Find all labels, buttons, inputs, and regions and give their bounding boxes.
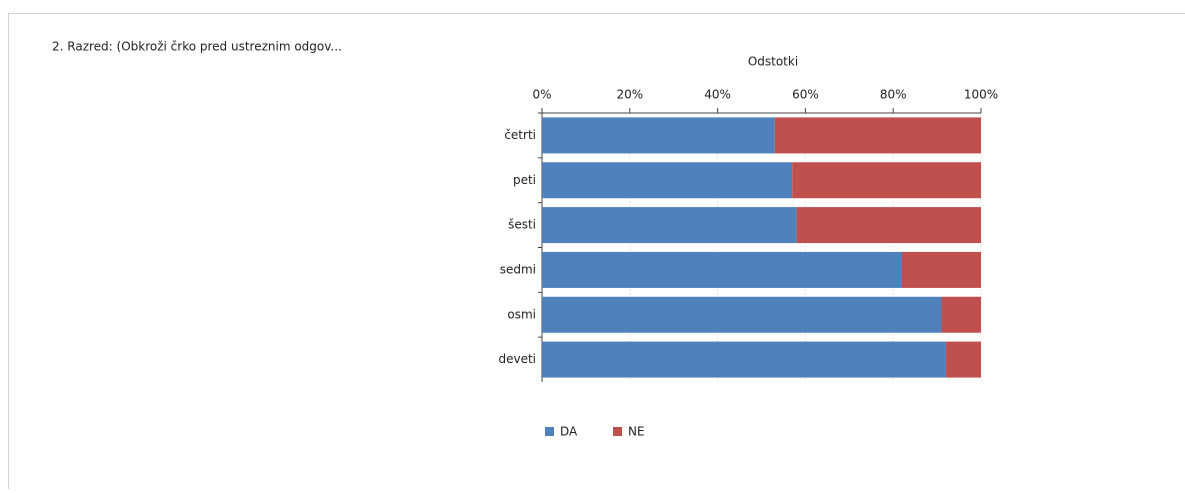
legend-label: NE (628, 425, 645, 439)
y-tick-label: peti (513, 173, 536, 187)
y-tick-label: četrti (504, 128, 536, 142)
y-tick-label: osmi (507, 307, 536, 321)
bar-segment (946, 342, 981, 378)
x-tick-label: 40% (704, 88, 731, 102)
bar-segment (542, 342, 946, 378)
y-tick-label: sedmi (500, 262, 536, 276)
bar-segment (941, 297, 981, 333)
x-tick-label: 80% (880, 88, 907, 102)
bar-segment (792, 162, 981, 198)
bar-segment (797, 207, 981, 243)
x-tick-label: 0% (532, 88, 551, 102)
bar-segment (775, 117, 981, 153)
bar-segment (542, 297, 941, 333)
x-tick-label: 60% (792, 88, 819, 102)
x-tick-label: 20% (616, 88, 643, 102)
legend-swatch (545, 427, 554, 436)
bar-segment (542, 117, 775, 153)
bar-segment (542, 162, 792, 198)
panel-border (9, 14, 1185, 490)
bar-segment (542, 207, 797, 243)
legend-label: DA (560, 425, 578, 439)
x-axis-title: Odstotki (748, 55, 798, 69)
x-tick-label: 100% (964, 88, 998, 102)
bar-segment (542, 252, 902, 288)
bar-segment (902, 252, 981, 288)
question-text: 2. Razred: (Obkroži črko pred ustreznim … (52, 40, 342, 54)
y-tick-label: deveti (498, 352, 536, 366)
y-tick-label: šesti (508, 218, 536, 232)
legend-swatch (613, 427, 622, 436)
